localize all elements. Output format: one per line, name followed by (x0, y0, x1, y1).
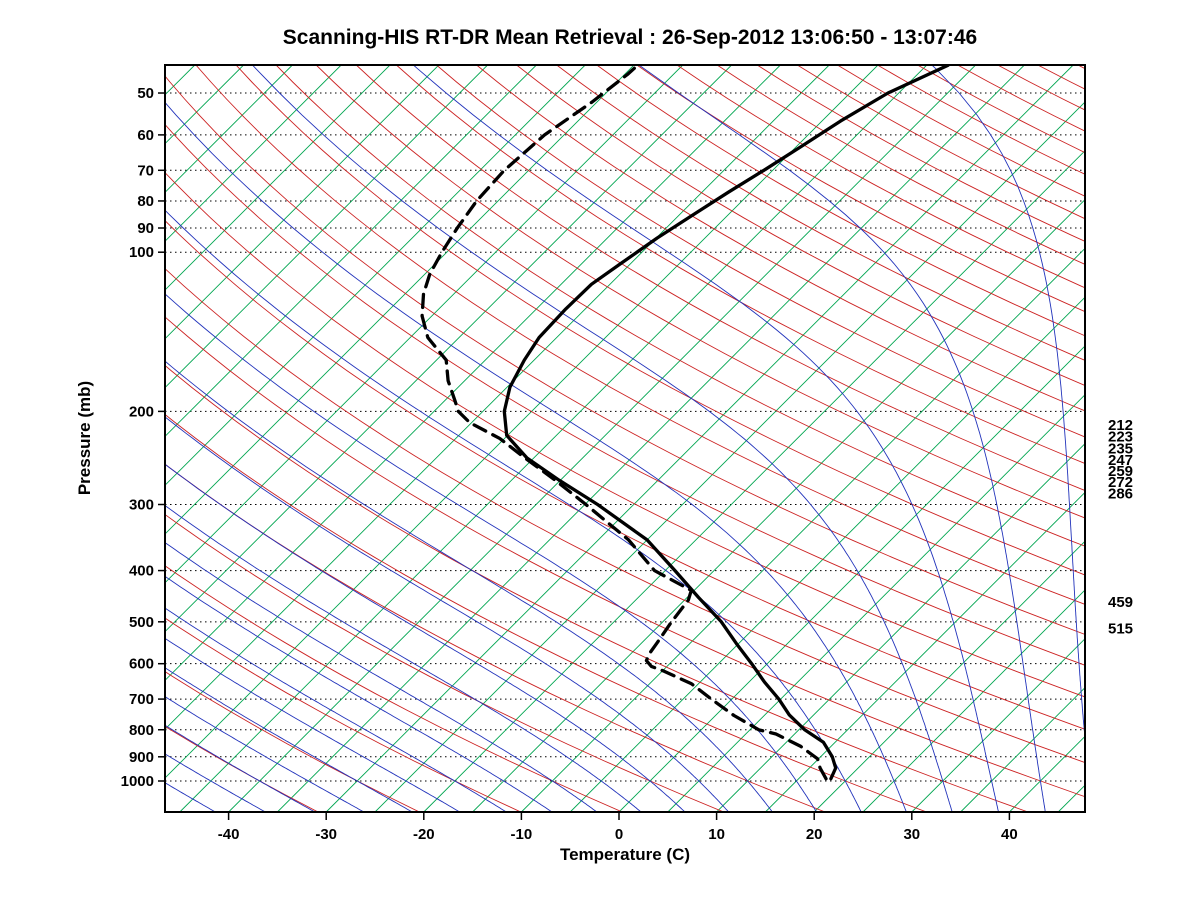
pressure-tick-labels: 50 60 70 80 90 100 200 300 400 500 600 700 800 900 100… (121, 85, 154, 790)
temperature-tick-label: 30 (903, 826, 920, 843)
pressure-tick-label: 700 (129, 691, 154, 708)
dewpoint-profile-line (420, 65, 828, 781)
pressure-tick-label: 60 (137, 127, 154, 144)
temperature-tick-labels: -40 -30 -20 -10 0 10 20 30 40 (218, 826, 1018, 843)
level-label: 515 (1108, 621, 1133, 638)
temperature-tick-label: -20 (413, 826, 435, 843)
plot-border (164, 64, 1086, 813)
pressure-tick-label: 800 (129, 722, 154, 739)
dry-adiabats-group (165, 65, 1085, 812)
y-axis-label: Pressure (mb) (75, 381, 94, 495)
temperature-tick-label: 10 (708, 826, 725, 843)
pressure-tick-label: 200 (129, 403, 154, 420)
pressure-tick-label: 500 (129, 614, 154, 631)
pressure-tick-label: 80 (137, 193, 154, 210)
x-axis-label: Temperature (C) (560, 845, 690, 864)
chart-title: Scanning-HIS RT-DR Mean Retrieval : 26-S… (283, 26, 977, 49)
moist-adiabats-group (165, 65, 1085, 812)
level-label: 212 (1108, 417, 1133, 434)
level-label: 459 (1108, 594, 1133, 611)
level-label: 247 (1108, 452, 1133, 469)
pressure-tick-label: 400 (129, 563, 154, 580)
level-label: 223 (1108, 428, 1133, 445)
temperature-tick-label: -40 (218, 826, 240, 843)
level-label: 286 (1108, 486, 1133, 503)
temperature-tick-label: 0 (615, 826, 623, 843)
temperature-tick-label: -10 (511, 826, 533, 843)
pressure-tick-label: 1000 (121, 773, 154, 790)
dewpoint-curve (420, 65, 828, 781)
pressure-tick-label: 300 (129, 497, 154, 514)
pressure-tick-label: 70 (137, 162, 154, 179)
temperature-tick-label: 20 (806, 826, 823, 843)
temperature-tick-label: -30 (315, 826, 337, 843)
axis-ticks (158, 92, 1011, 820)
level-label: 235 (1108, 440, 1133, 457)
pressure-tick-label: 100 (129, 244, 154, 261)
level-label: 259 (1108, 463, 1133, 480)
isotherms-group (165, 65, 1085, 812)
level-label: 272 (1108, 474, 1133, 491)
pressure-tick-label: 50 (137, 85, 154, 102)
temperature-tick-label: 40 (1001, 826, 1018, 843)
pressure-tick-label: 900 (129, 749, 154, 766)
pressure-tick-label: 600 (129, 656, 154, 673)
pressure-tick-label: 90 (137, 220, 154, 237)
